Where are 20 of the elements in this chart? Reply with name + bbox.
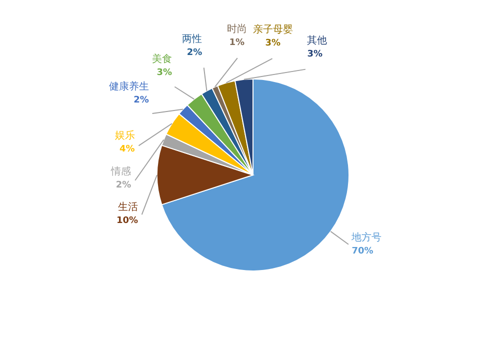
- data-label: 10%: [116, 216, 138, 226]
- data-label: 3%: [156, 68, 172, 78]
- slice-label: 其他: [307, 34, 328, 47]
- slice-label: 地方号: [350, 232, 382, 244]
- data-label: 3%: [265, 38, 281, 49]
- data-label: 4%: [120, 144, 135, 155]
- slice-label: 亲子母婴: [252, 24, 293, 36]
- data-label: 2%: [186, 48, 202, 58]
- slice-label: 美食: [152, 52, 172, 65]
- slice-label: 生活: [118, 200, 138, 213]
- slice-label: 时尚: [226, 23, 247, 36]
- data-label: 2%: [116, 180, 132, 191]
- slice-label: 两性: [182, 33, 202, 46]
- data-label: 70%: [352, 246, 374, 257]
- slice-label: 健康养生: [108, 80, 149, 92]
- slice-label: 情感: [110, 166, 132, 178]
- slice-label: 娱乐: [114, 130, 135, 142]
- data-label: 2%: [134, 95, 149, 106]
- data-label: 1%: [229, 38, 245, 48]
- data-label: 3%: [307, 50, 323, 60]
